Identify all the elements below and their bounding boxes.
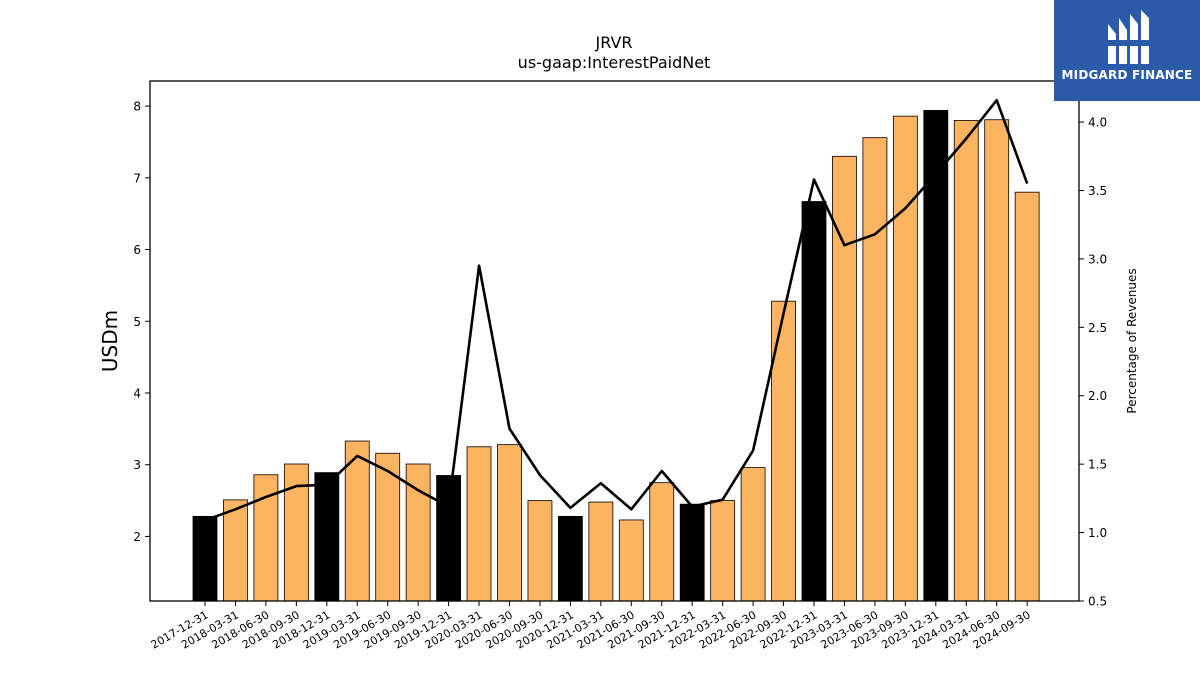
brand-logo-text: MIDGARD FINANCE bbox=[1061, 68, 1193, 82]
bar-2021-06-30 bbox=[618, 519, 644, 602]
bar-2019-12-31 bbox=[436, 475, 462, 602]
chart-title: JRVR bbox=[594, 33, 632, 52]
y-axis-right: 0.5 1.0 1.5 2.0 2.5 3.0 3.5 4.0 bbox=[1079, 116, 1107, 609]
y-tick-label: 3 bbox=[133, 458, 141, 472]
bar-2024-03-31 bbox=[953, 120, 979, 602]
bar-2019-06-30 bbox=[375, 452, 401, 602]
y-right-tick-label: 3.0 bbox=[1088, 252, 1107, 266]
bar-2021-12-31 bbox=[679, 503, 705, 602]
y-axis-label: USDm bbox=[98, 310, 122, 372]
y-right-tick-label: 2.5 bbox=[1088, 321, 1107, 335]
line-group bbox=[204, 98, 1029, 522]
bar-2021-03-31 bbox=[588, 501, 614, 602]
x-axis: 2017-12-312018-03-312018-06-302018-09-30… bbox=[149, 601, 1033, 652]
plot-frame bbox=[149, 80, 1080, 602]
bar-2020-03-31 bbox=[466, 446, 492, 602]
y-tick-label: 5 bbox=[133, 315, 141, 329]
bar-2020-09-30 bbox=[527, 500, 553, 602]
y-tick-label: 4 bbox=[133, 387, 141, 401]
bar-2024-09-30 bbox=[1014, 191, 1040, 602]
brand-logo: MIDGARD FINANCE bbox=[1054, 0, 1200, 101]
y-right-tick-label: 3.5 bbox=[1088, 184, 1107, 198]
y-tick-label: 6 bbox=[133, 243, 141, 257]
y-tick-label: 7 bbox=[133, 171, 141, 185]
bar-2024-06-30 bbox=[984, 119, 1010, 602]
bar-2023-03-31 bbox=[832, 155, 857, 602]
bar-2023-09-30 bbox=[892, 115, 918, 602]
y-axis-left: 2 3 4 5 6 7 8 bbox=[133, 100, 150, 544]
bar-2021-09-30 bbox=[649, 482, 675, 602]
bar-2020-06-30 bbox=[497, 444, 522, 602]
y-right-tick-label: 1.0 bbox=[1088, 526, 1107, 540]
y-right-tick-label: 0.5 bbox=[1088, 595, 1107, 609]
bar-2018-12-31 bbox=[314, 472, 340, 602]
chart-subtitle: us-gaap:InterestPaidNet bbox=[518, 53, 711, 72]
y-right-tick-label: 1.5 bbox=[1088, 458, 1107, 472]
y-tick-label: 2 bbox=[133, 530, 141, 544]
y-tick-label: 8 bbox=[133, 100, 141, 114]
midgard-logo-icon bbox=[1108, 10, 1149, 64]
bar-2022-03-31 bbox=[710, 500, 736, 602]
bar-2020-12-31 bbox=[558, 515, 583, 602]
line-series bbox=[204, 98, 1029, 522]
bar-2022-12-31 bbox=[801, 201, 827, 602]
bar-2022-06-30 bbox=[740, 467, 766, 602]
bar-2023-06-30 bbox=[862, 137, 888, 602]
bar-2018-03-31 bbox=[223, 499, 248, 602]
y-right-tick-label: 2.0 bbox=[1088, 389, 1107, 403]
bars-group bbox=[192, 110, 1040, 602]
y-axis-right-label: Percentage of Revenues bbox=[1125, 268, 1139, 413]
bar-2019-03-31 bbox=[344, 440, 370, 602]
y-right-tick-label: 4.0 bbox=[1088, 116, 1107, 130]
bar-2017-12-31 bbox=[192, 515, 218, 602]
